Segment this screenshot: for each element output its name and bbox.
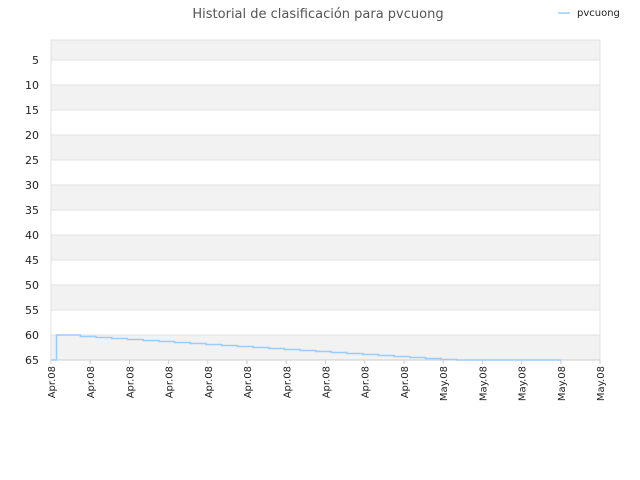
x-tick-label: Apr.08 xyxy=(47,366,58,398)
x-tick-label: Apr.08 xyxy=(204,366,215,398)
background-band xyxy=(51,285,600,310)
x-tick-label: Apr.08 xyxy=(282,366,293,398)
y-tick-label: 30 xyxy=(25,179,39,192)
y-tick-label: 50 xyxy=(25,279,39,292)
y-tick-label: 45 xyxy=(25,254,39,267)
series-layer xyxy=(51,334,561,361)
y-tick-label: 40 xyxy=(25,229,39,242)
chart-title: Historial de clasificación para pvcuong xyxy=(192,7,443,22)
y-tick-label: 25 xyxy=(25,154,39,167)
background-band xyxy=(51,85,600,110)
background-band xyxy=(51,310,600,335)
x-tick-label: Apr.08 xyxy=(400,366,411,398)
x-tick-label: Apr.08 xyxy=(165,366,176,398)
grid-lines xyxy=(50,39,601,361)
y-tick-label: 35 xyxy=(25,204,39,217)
y-tick-label: 65 xyxy=(25,354,39,367)
y-tick-label: 60 xyxy=(25,329,39,342)
background-band xyxy=(51,160,600,185)
background-band xyxy=(51,210,600,235)
x-tick-label: May.08 xyxy=(439,366,450,401)
background-band xyxy=(51,60,600,85)
background-band xyxy=(51,235,600,260)
background-band xyxy=(51,185,600,210)
x-tick-label: Apr.08 xyxy=(86,366,97,398)
x-axis-ticks: Apr.08 Apr.08 Apr.08 Apr.08 Apr.08 Apr.08 Apr.… xyxy=(47,360,607,401)
plot-background-bands xyxy=(51,40,600,360)
y-tick-label: 5 xyxy=(32,54,39,67)
x-tick-label: Apr.08 xyxy=(322,366,333,398)
x-tick-label: May.08 xyxy=(518,366,529,401)
background-band xyxy=(51,260,600,285)
background-band xyxy=(51,135,600,160)
legend: pvcuong xyxy=(558,8,620,19)
y-tick-label: 10 xyxy=(25,79,39,92)
x-tick-label: Apr.08 xyxy=(361,366,372,398)
background-band xyxy=(51,40,600,60)
y-axis-ticks: 5 10 15 20 25 30 35 40 45 50 55 60 65 xyxy=(25,54,39,367)
x-tick-label: Apr.08 xyxy=(125,366,136,398)
x-tick-label: May.08 xyxy=(557,366,568,401)
x-tick-label: May.08 xyxy=(478,366,489,401)
x-tick-label: May.08 xyxy=(596,366,607,401)
series-line-pvcuong xyxy=(51,334,561,361)
y-tick-label: 55 xyxy=(25,304,39,317)
legend-label: pvcuong xyxy=(577,8,620,19)
x-tick-label: Apr.08 xyxy=(243,366,254,398)
y-tick-label: 15 xyxy=(25,104,39,117)
y-tick-label: 20 xyxy=(25,129,39,142)
background-band xyxy=(51,110,600,135)
